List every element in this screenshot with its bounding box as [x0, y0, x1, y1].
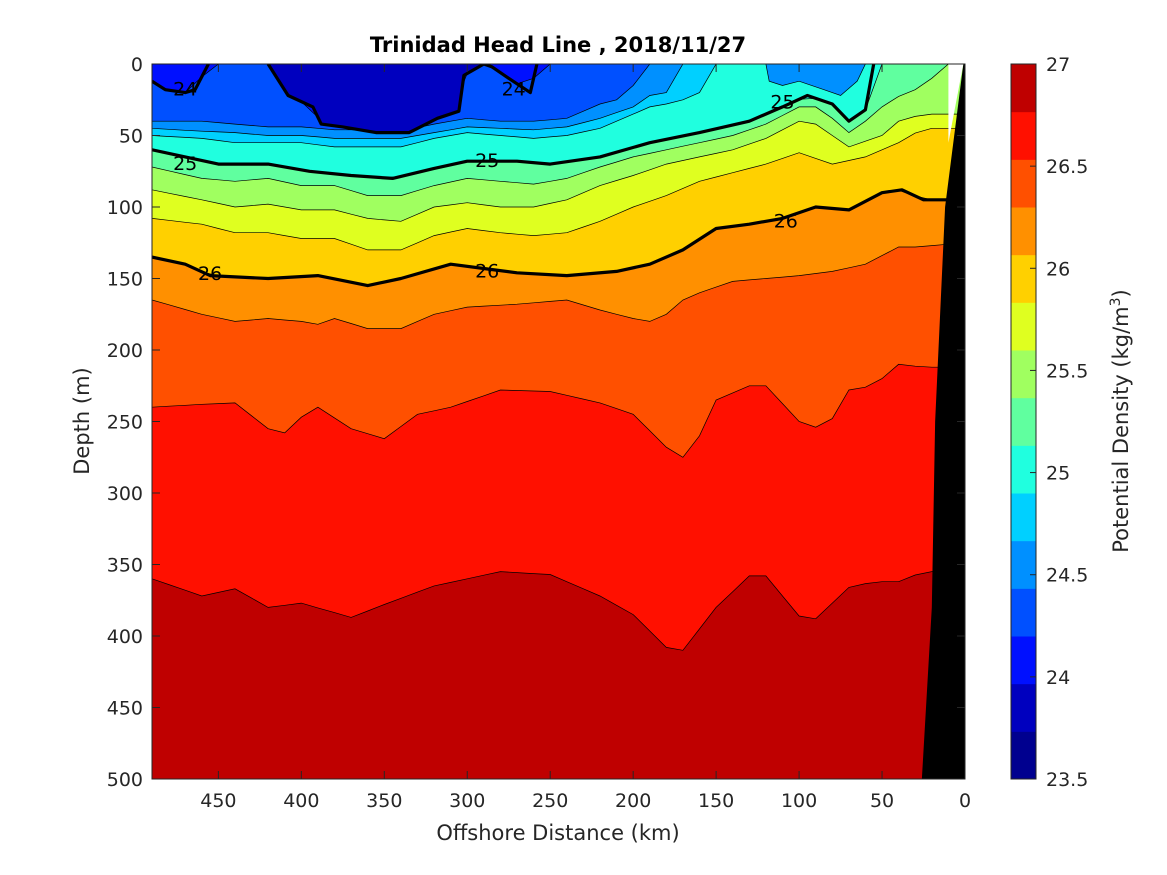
colorbar-swatch-9	[1011, 302, 1036, 351]
colorbar-swatch-7	[1011, 397, 1036, 446]
x-tick-label-5: 200	[615, 790, 651, 812]
colorbar-tick-label-3: 25.5	[1046, 360, 1088, 382]
y-axis: 0 50 100 150 200 250 300 350 400 450 500	[107, 54, 965, 791]
y-tick-label-9: 450	[107, 698, 143, 720]
x-axis-label: Offshore Distance (km)	[436, 821, 679, 845]
x-tick-label-0: 450	[200, 790, 236, 812]
x-tick-label-1: 400	[283, 790, 319, 812]
y-axis-label: Depth (m)	[70, 367, 94, 474]
x-tick-label-2: 350	[366, 790, 402, 812]
y-tick-label-6: 300	[107, 483, 143, 505]
contour-label-1: 24	[502, 79, 526, 101]
colorbar-swatch-6	[1011, 445, 1036, 494]
colorbar-tick-label-2: 26	[1046, 258, 1070, 280]
seafloor-mask	[921, 64, 965, 779]
colorbar-frame	[1010, 63, 1037, 780]
y-tick-label-10: 500	[107, 769, 143, 791]
colorbar-swatch-8	[1011, 350, 1036, 399]
colorbar-swatch-2	[1011, 636, 1036, 685]
colorbar-swatch-5	[1011, 493, 1036, 542]
x-tick-label-8: 50	[870, 790, 894, 812]
colorbar-swatch-10	[1011, 254, 1036, 303]
colorbar-label-end: )	[1109, 289, 1133, 297]
y-tick-label-2: 100	[107, 197, 143, 219]
contour-line-group	[152, 64, 949, 288]
colorbar: 27 26.5 26 25.5 25 24.5 24 23.5	[1010, 54, 1088, 791]
contour-label-3: 25	[475, 150, 499, 172]
x-tick-label-7: 100	[781, 790, 817, 812]
contour-fill-group	[152, 64, 965, 779]
colorbar-swatch-0	[1011, 731, 1036, 780]
colorbar-tick-label-4: 25	[1046, 463, 1070, 485]
chart-title: Trinidad Head Line , 2018/11/27	[370, 33, 746, 57]
isopycnal-24-0	[152, 64, 210, 95]
contour-label-6: 26	[475, 260, 499, 282]
y-tick-label-3: 150	[107, 269, 143, 291]
contour-label-group: 24 24 25 25 25 26 26 26	[173, 79, 798, 286]
y-tick-label-5: 250	[107, 412, 143, 434]
isopycnal-25-0	[152, 64, 876, 180]
y-tick-label-1: 50	[119, 126, 143, 148]
nearshore-blank	[948, 64, 964, 143]
colorbar-tick-label-6: 24	[1046, 667, 1070, 689]
x-tick-label-3: 300	[449, 790, 485, 812]
isopycnal-24-1	[266, 64, 539, 135]
colorbar-swatch-1	[1011, 683, 1036, 732]
contour-label-0: 24	[173, 79, 197, 101]
x-tick-label-9: 0	[959, 790, 971, 812]
x-tick-label-4: 250	[532, 790, 568, 812]
colorbar-swatch-13	[1011, 111, 1036, 160]
y-tick-label-0: 0	[131, 54, 143, 76]
contour-label-4: 25	[770, 92, 794, 114]
colorbar-swatch-3	[1011, 588, 1036, 637]
colorbar-swatch-4	[1011, 540, 1036, 589]
colorbar-swatch-12	[1011, 159, 1036, 208]
y-tick-label-8: 400	[107, 626, 143, 648]
y-tick-label-7: 350	[107, 555, 143, 577]
band-24.5-24.75-patch	[765, 64, 866, 96]
isopycnal-26-0	[152, 188, 949, 288]
colorbar-swatch-11	[1011, 207, 1036, 256]
contour-label-7: 26	[774, 210, 798, 232]
contour-label-5: 26	[198, 263, 222, 285]
colorbar-tick-label-7: 23.5	[1046, 769, 1088, 791]
colorbar-tick-label-5: 24.5	[1046, 565, 1088, 587]
land-mask-group	[921, 64, 965, 779]
y-tick-label-4: 200	[107, 340, 143, 362]
colorbar-label-main: Potential Density (kg/m	[1109, 306, 1133, 552]
colorbar-label: Potential Density (kg/m3)	[1108, 289, 1133, 553]
colorbar-swatch-14	[1011, 64, 1036, 113]
x-tick-label-6: 150	[698, 790, 734, 812]
colorbar-tick-label-1: 26.5	[1046, 156, 1088, 178]
x-axis: 450 400 350 300 250 200 150 100 50 0	[200, 64, 971, 812]
contour-label-2: 25	[173, 153, 197, 175]
colorbar-label-sup: 3	[1108, 297, 1124, 306]
colorbar-tick-label-0: 27	[1046, 54, 1070, 76]
